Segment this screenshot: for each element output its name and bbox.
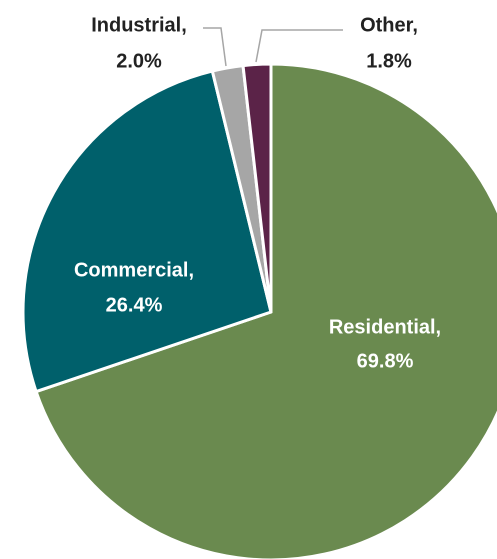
data-label-residential-percent: 69.8% bbox=[357, 350, 414, 372]
leader-line-other bbox=[255, 29, 343, 63]
pie-slice-commercial bbox=[21, 69, 273, 394]
data-label-other-percent: 1.8% bbox=[366, 50, 412, 72]
pie-slice-other bbox=[241, 62, 273, 314]
data-label-industrial-percent: 2.0% bbox=[116, 50, 162, 72]
pie-slices bbox=[21, 62, 497, 559]
leader-lines bbox=[203, 27, 343, 67]
data-label-industrial-name: Industrial, bbox=[91, 14, 187, 36]
pie-slice-residential bbox=[34, 62, 497, 559]
leader-line-industrial bbox=[203, 27, 227, 67]
data-label-commercial-percent: 26.4% bbox=[106, 294, 163, 316]
data-labels: Residential, 69.8% Commercial, 26.4% Industr… bbox=[74, 14, 441, 372]
data-label-other-name: Other, bbox=[360, 14, 418, 36]
data-label-residential-name: Residential, bbox=[329, 316, 441, 338]
data-label-commercial-name: Commercial, bbox=[74, 259, 194, 281]
